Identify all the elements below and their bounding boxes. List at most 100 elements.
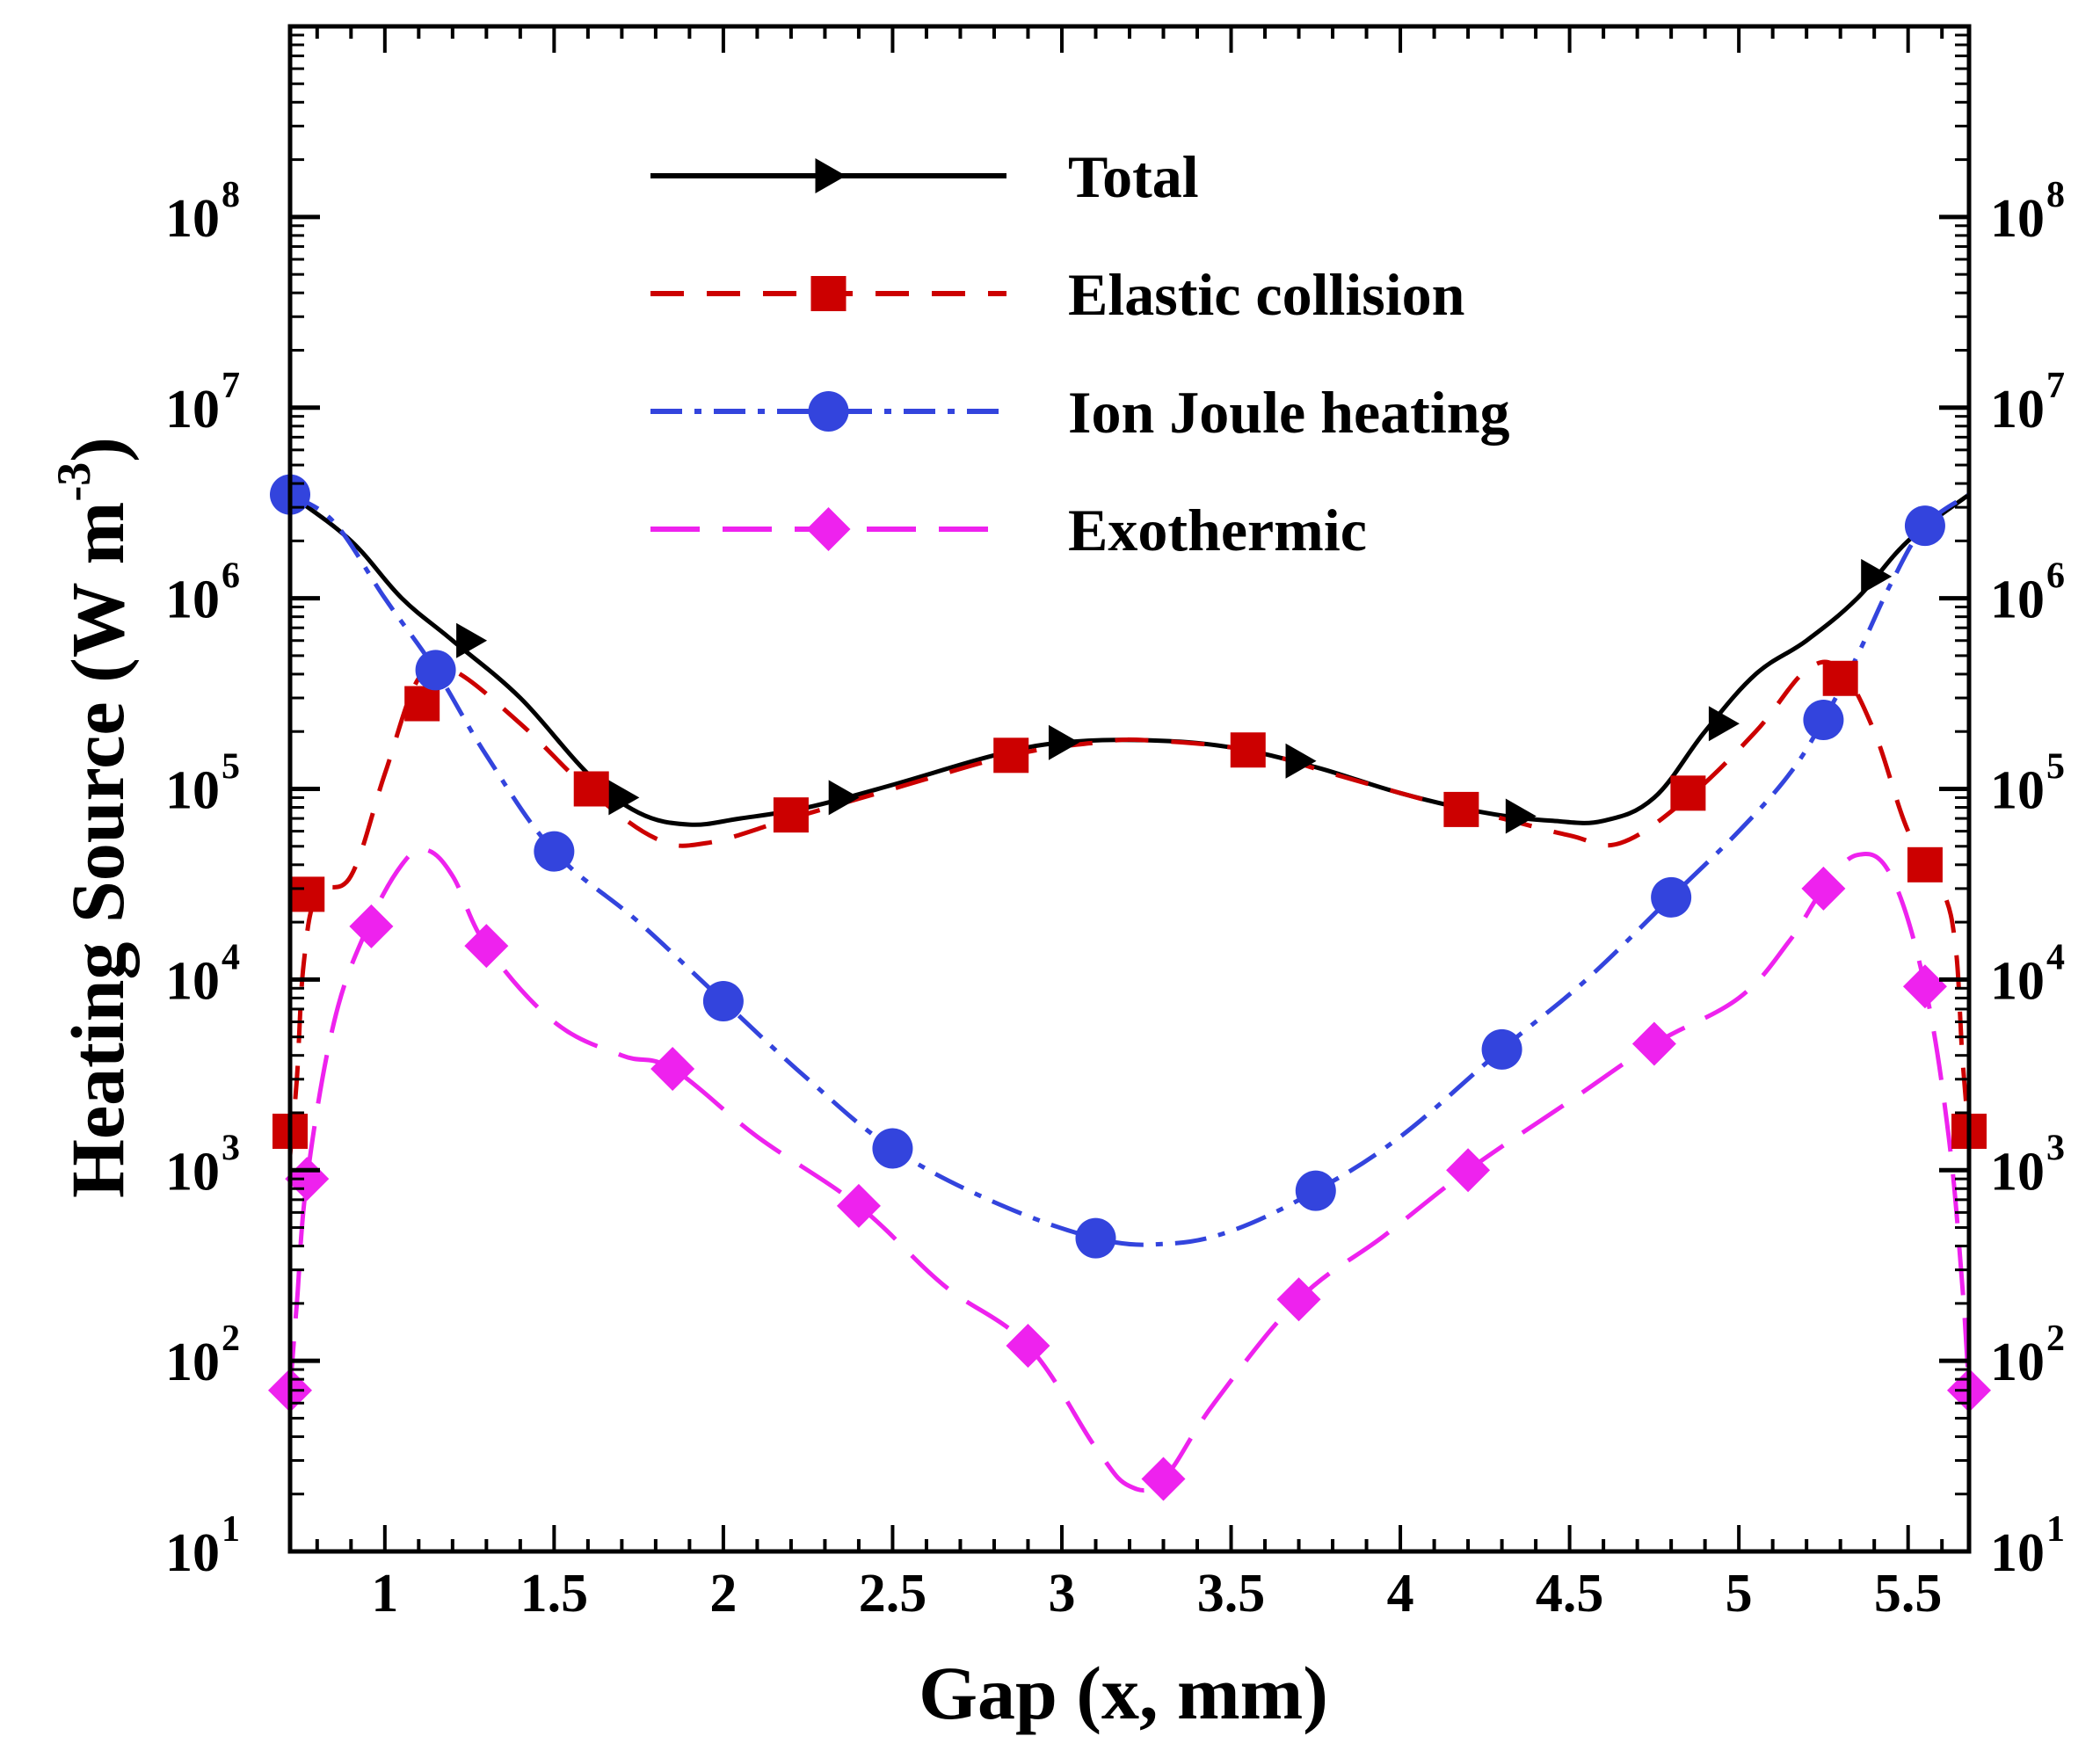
data-point-exothermic-9 xyxy=(1276,1277,1321,1322)
data-point-exothermic-7 xyxy=(1006,1323,1050,1368)
y-tick-exponent-right: 7 xyxy=(2046,366,2065,406)
x-axis-title: Gap (x, mm) xyxy=(919,1651,1328,1735)
y-tick-exponent-right: 6 xyxy=(2046,556,2065,597)
x-tick-label: 4.5 xyxy=(1536,1564,1604,1624)
y-axis-title-group: Heating Source (W m-3) xyxy=(47,437,140,1198)
data-point-elastic-collision-6 xyxy=(993,737,1029,774)
legend: Total Elastic collision Ion Joule heating E… xyxy=(650,143,1510,563)
data-point-elastic-collision-11 xyxy=(1907,846,1943,883)
data-point-ion-joule-heating-7 xyxy=(1295,1170,1336,1211)
plot-markers xyxy=(268,474,1991,1501)
data-point-total-6 xyxy=(1505,798,1537,834)
y-tick-label-right: 10 xyxy=(1990,380,2045,440)
y-tick-exponent-left: 1 xyxy=(222,1509,240,1550)
data-point-total-3 xyxy=(828,780,860,816)
data-point-ion-joule-heating-4 xyxy=(702,980,744,1021)
data-point-total-8 xyxy=(1861,558,1893,594)
y-tick-label-right: 10 xyxy=(1990,1333,2045,1392)
y-tick-exponent-left: 8 xyxy=(222,175,240,215)
data-point-total-2 xyxy=(608,780,640,816)
y-tick-label-left: 10 xyxy=(165,1142,220,1202)
data-point-elastic-collision-2 xyxy=(289,876,325,912)
data-point-total-4 xyxy=(1048,724,1079,760)
data-point-total-7 xyxy=(1708,706,1740,742)
data-point-elastic-collision-5 xyxy=(773,797,809,833)
y-axis-title-close: ) xyxy=(55,437,140,462)
legend-label-total: Total xyxy=(1068,143,1199,210)
y-tick-label-left: 10 xyxy=(165,380,220,440)
y-tick-exponent-right: 1 xyxy=(2046,1509,2065,1550)
y-tick-exponent-left: 5 xyxy=(222,747,240,788)
y-tick-exponent-left: 6 xyxy=(222,556,240,597)
plot-lines xyxy=(290,492,1969,1493)
data-point-ion-joule-heating-11 xyxy=(1904,505,1945,547)
x-tick-label: 3.5 xyxy=(1197,1564,1266,1624)
y-tick-exponent-left: 4 xyxy=(222,937,240,977)
legend-label-exothermic: Exothermic xyxy=(1068,497,1367,563)
data-point-ion-joule-heating-5 xyxy=(872,1128,913,1169)
series-line-ion-joule-heating xyxy=(290,492,1969,1247)
data-point-elastic-collision-4 xyxy=(573,771,609,807)
data-point-ion-joule-heating-8 xyxy=(1481,1028,1522,1070)
y-tick-label-right: 10 xyxy=(1990,761,2045,821)
y-tick-label-right: 10 xyxy=(1990,951,2045,1011)
legend-marker-total xyxy=(815,158,847,193)
data-point-elastic-collision-7 xyxy=(1230,732,1266,768)
data-point-ion-joule-heating-6 xyxy=(1075,1217,1116,1259)
y-tick-exponent-right: 4 xyxy=(2046,937,2065,977)
data-point-ion-joule-heating-10 xyxy=(1803,700,1844,741)
y-tick-label-left: 10 xyxy=(165,189,220,249)
y-tick-label-right: 10 xyxy=(1990,189,2045,249)
y-axis-title-exponent: -3 xyxy=(47,462,100,502)
data-point-elastic-collision-8 xyxy=(1443,791,1479,827)
x-tick-label: 4 xyxy=(1387,1564,1414,1624)
y-tick-label-left: 10 xyxy=(165,951,220,1011)
series-line-elastic-collision xyxy=(290,659,1969,1156)
legend-marker-elastic-collision xyxy=(810,276,847,311)
axes xyxy=(287,24,1972,1554)
svg-text:Heating Source (W m-3): Heating Source (W m-3) xyxy=(47,437,140,1198)
legend-label-ion-joule-heating: Ion Joule heating xyxy=(1068,379,1510,446)
data-point-exothermic-10 xyxy=(1446,1148,1491,1193)
plot-frame xyxy=(287,24,1972,1554)
legend-label-elastic-collision: Elastic collision xyxy=(1068,261,1464,328)
series-line-exothermic xyxy=(290,846,1969,1493)
y-tick-exponent-right: 5 xyxy=(2046,747,2065,788)
data-point-elastic-collision-10 xyxy=(1822,660,1858,696)
legend-marker-exothermic xyxy=(806,507,851,551)
x-tick-label: 1 xyxy=(371,1564,398,1624)
y-tick-label-left: 10 xyxy=(165,761,220,821)
y-tick-label-left: 10 xyxy=(165,570,220,630)
y-axis-title: Heating Source (W m xyxy=(55,502,140,1198)
y-tick-label-left: 10 xyxy=(165,1333,220,1392)
data-point-ion-joule-heating-9 xyxy=(1651,876,1692,918)
y-tick-exponent-right: 3 xyxy=(2046,1128,2065,1168)
y-tick-exponent-right: 8 xyxy=(2046,175,2065,215)
data-point-elastic-collision-3 xyxy=(404,686,440,722)
x-tick-label: 2 xyxy=(709,1564,737,1624)
data-point-exothermic-11 xyxy=(1631,1021,1676,1066)
data-point-exothermic-3 xyxy=(349,904,394,948)
y-tick-label-left: 10 xyxy=(165,1523,220,1583)
x-tick-label: 5 xyxy=(1726,1564,1753,1624)
data-point-ion-joule-heating-3 xyxy=(534,831,575,872)
x-tick-label: 5.5 xyxy=(1874,1564,1943,1624)
data-point-total-1 xyxy=(456,622,488,658)
data-point-ion-joule-heating-2 xyxy=(415,650,456,691)
data-point-total-5 xyxy=(1285,743,1317,779)
y-tick-label-right: 10 xyxy=(1990,1523,2045,1583)
data-point-exothermic-13 xyxy=(1902,964,1947,1009)
data-point-exothermic-12 xyxy=(1801,866,1846,911)
y-tick-exponent-left: 2 xyxy=(222,1318,240,1359)
y-tick-exponent-right: 2 xyxy=(2046,1318,2065,1359)
data-point-exothermic-8 xyxy=(1141,1457,1186,1501)
data-point-elastic-collision-9 xyxy=(1670,775,1706,811)
y-tick-exponent-left: 3 xyxy=(222,1128,240,1168)
data-point-exothermic-5 xyxy=(650,1046,695,1091)
x-tick-label: 2.5 xyxy=(859,1564,927,1624)
x-tick-label: 1.5 xyxy=(520,1564,589,1624)
legend-marker-ion-joule-heating xyxy=(808,391,849,432)
